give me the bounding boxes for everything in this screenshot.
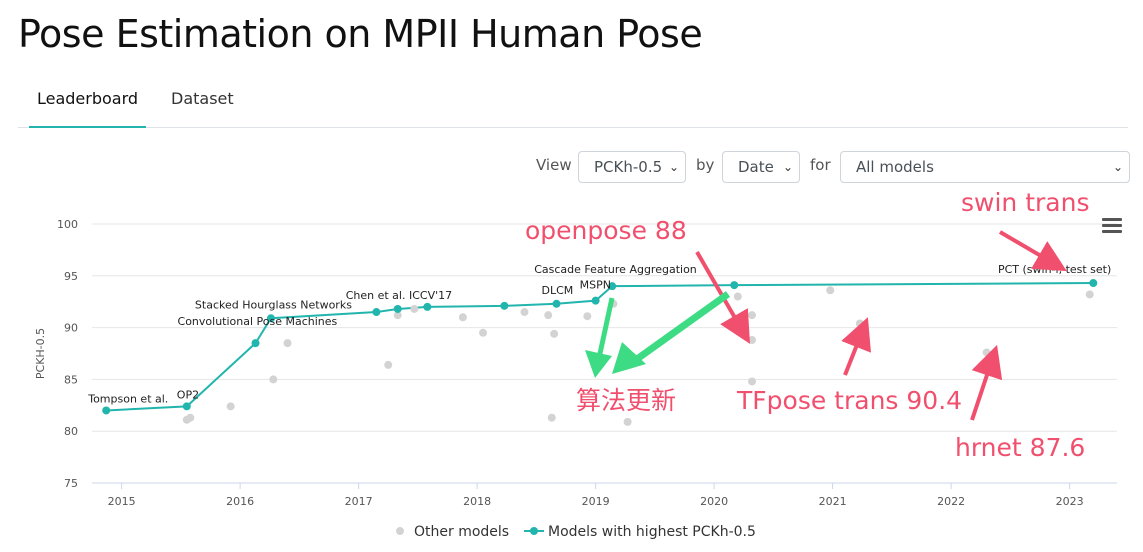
other-model-point[interactable] [748, 377, 757, 386]
chevron-down-icon: ⌄ [1112, 160, 1123, 174]
best-model-point[interactable] [423, 302, 432, 311]
for-label: for [810, 156, 831, 174]
x-tick-label: 2018 [463, 495, 491, 508]
annotation-label: 算法更新 [576, 386, 676, 415]
best-model-point[interactable] [372, 308, 381, 317]
point-label: OP2 [177, 388, 199, 401]
models-select-value: All models [856, 158, 934, 176]
best-model-point[interactable] [608, 282, 617, 291]
view-label: View [536, 156, 572, 174]
green-arrow-head [612, 342, 646, 374]
point-label: PCT (swin-l, test set) [998, 263, 1111, 276]
best-model-point[interactable] [182, 402, 191, 411]
other-model-point[interactable] [583, 312, 592, 321]
by-label: by [696, 156, 715, 174]
other-model-point[interactable] [855, 319, 864, 328]
other-model-point[interactable] [410, 304, 419, 313]
best-model-point[interactable] [552, 299, 561, 308]
other-model-point[interactable] [479, 328, 488, 337]
legend-label-best[interactable]: Models with highest PCKh-0.5 [548, 524, 756, 540]
other-model-point[interactable] [748, 336, 757, 345]
other-model-point[interactable] [458, 313, 467, 322]
other-model-point[interactable] [982, 348, 991, 357]
chevron-down-icon: ⌄ [782, 160, 793, 174]
best-model-point[interactable] [1089, 279, 1098, 288]
x-tick-label: 2023 [1056, 495, 1084, 508]
other-model-point[interactable] [520, 308, 529, 317]
legend-marker-other[interactable] [396, 527, 404, 535]
point-label: Cascade Feature Aggregation [534, 263, 697, 276]
red-arrow [695, 251, 750, 344]
y-tick-label: 75 [64, 477, 78, 490]
tab-dataset[interactable]: Dataset [171, 89, 234, 108]
chevron-down-icon: ⌄ [668, 160, 679, 174]
green-arrow-head [585, 350, 612, 378]
best-model-point[interactable] [591, 296, 600, 305]
green-arrow [627, 291, 731, 367]
other-model-point[interactable] [748, 311, 757, 320]
metric-select[interactable]: PCKh-0.5 ⌄ [578, 151, 686, 183]
annotation-label: TFpose trans 90.4 [736, 386, 962, 415]
other-model-point[interactable] [384, 360, 393, 369]
x-tick-label: 2017 [345, 495, 373, 508]
best-model-point[interactable] [266, 314, 275, 323]
y-axis-title: PCKH-0.5 [34, 328, 47, 379]
other-model-point[interactable] [623, 417, 632, 426]
annotation-label: hrnet 87.6 [955, 433, 1085, 462]
y-tick-label: 85 [64, 373, 78, 386]
best-model-point[interactable] [251, 339, 260, 348]
best-model-point[interactable] [500, 301, 509, 310]
red-arrow [970, 344, 1003, 421]
point-label: Chen et al. ICCV'17 [346, 289, 452, 302]
x-tick-label: 2019 [582, 495, 610, 508]
other-model-point[interactable] [550, 329, 559, 338]
other-model-point[interactable] [1085, 290, 1094, 299]
x-tick-label: 2021 [819, 495, 847, 508]
models-select[interactable]: All models ⌄ [840, 151, 1130, 183]
best-model-point[interactable] [393, 304, 402, 313]
date-select[interactable]: Date ⌄ [722, 151, 800, 183]
other-model-point[interactable] [733, 292, 742, 301]
date-select-value: Date [738, 158, 774, 176]
metric-select-value: PCKh-0.5 [594, 158, 663, 176]
other-model-point[interactable] [826, 286, 835, 295]
other-model-point[interactable] [269, 375, 278, 384]
point-label: MSPN [580, 279, 611, 292]
red-arrow [998, 230, 1067, 272]
x-tick-label: 2015 [108, 495, 136, 508]
best-model-point[interactable] [102, 406, 111, 415]
point-label: Stacked Hourglass Networks [195, 298, 352, 311]
x-tick-label: 2020 [700, 495, 728, 508]
y-tick-label: 90 [64, 322, 78, 335]
pose-chart: 75 80 85 90 95 100 2015 2016 2017 2018 2019 2020 202… [34, 190, 1117, 540]
annotation-label: swin trans [961, 190, 1089, 217]
x-tick-label: 2022 [937, 495, 965, 508]
annotation-label: openpose 88 [525, 216, 687, 245]
legend-label-other[interactable]: Other models [414, 524, 509, 540]
point-label: DLCM [542, 284, 574, 297]
other-model-point[interactable] [547, 413, 556, 422]
y-tick-label: 80 [64, 425, 78, 438]
point-label: Convolutional Pose Machines [178, 315, 338, 328]
tab-bar: Leaderboard Dataset [18, 80, 1128, 128]
other-model-point[interactable] [544, 311, 553, 320]
y-tick-label: 100 [57, 218, 78, 231]
y-tick-label: 95 [64, 270, 78, 283]
tab-leaderboard[interactable]: Leaderboard [29, 80, 146, 128]
red-arrow [841, 317, 871, 376]
other-model-point[interactable] [186, 413, 195, 422]
legend-marker-best[interactable] [530, 527, 538, 535]
hamburger-menu-icon[interactable] [1102, 218, 1122, 234]
best-model-point[interactable] [730, 281, 739, 290]
other-model-point[interactable] [226, 402, 235, 411]
other-model-point[interactable] [283, 339, 292, 348]
page-title: Pose Estimation on MPII Human Pose [18, 12, 703, 56]
other-model-point[interactable] [393, 311, 402, 320]
x-tick-label: 2016 [226, 495, 254, 508]
point-label: Tompson et al. [87, 392, 168, 405]
